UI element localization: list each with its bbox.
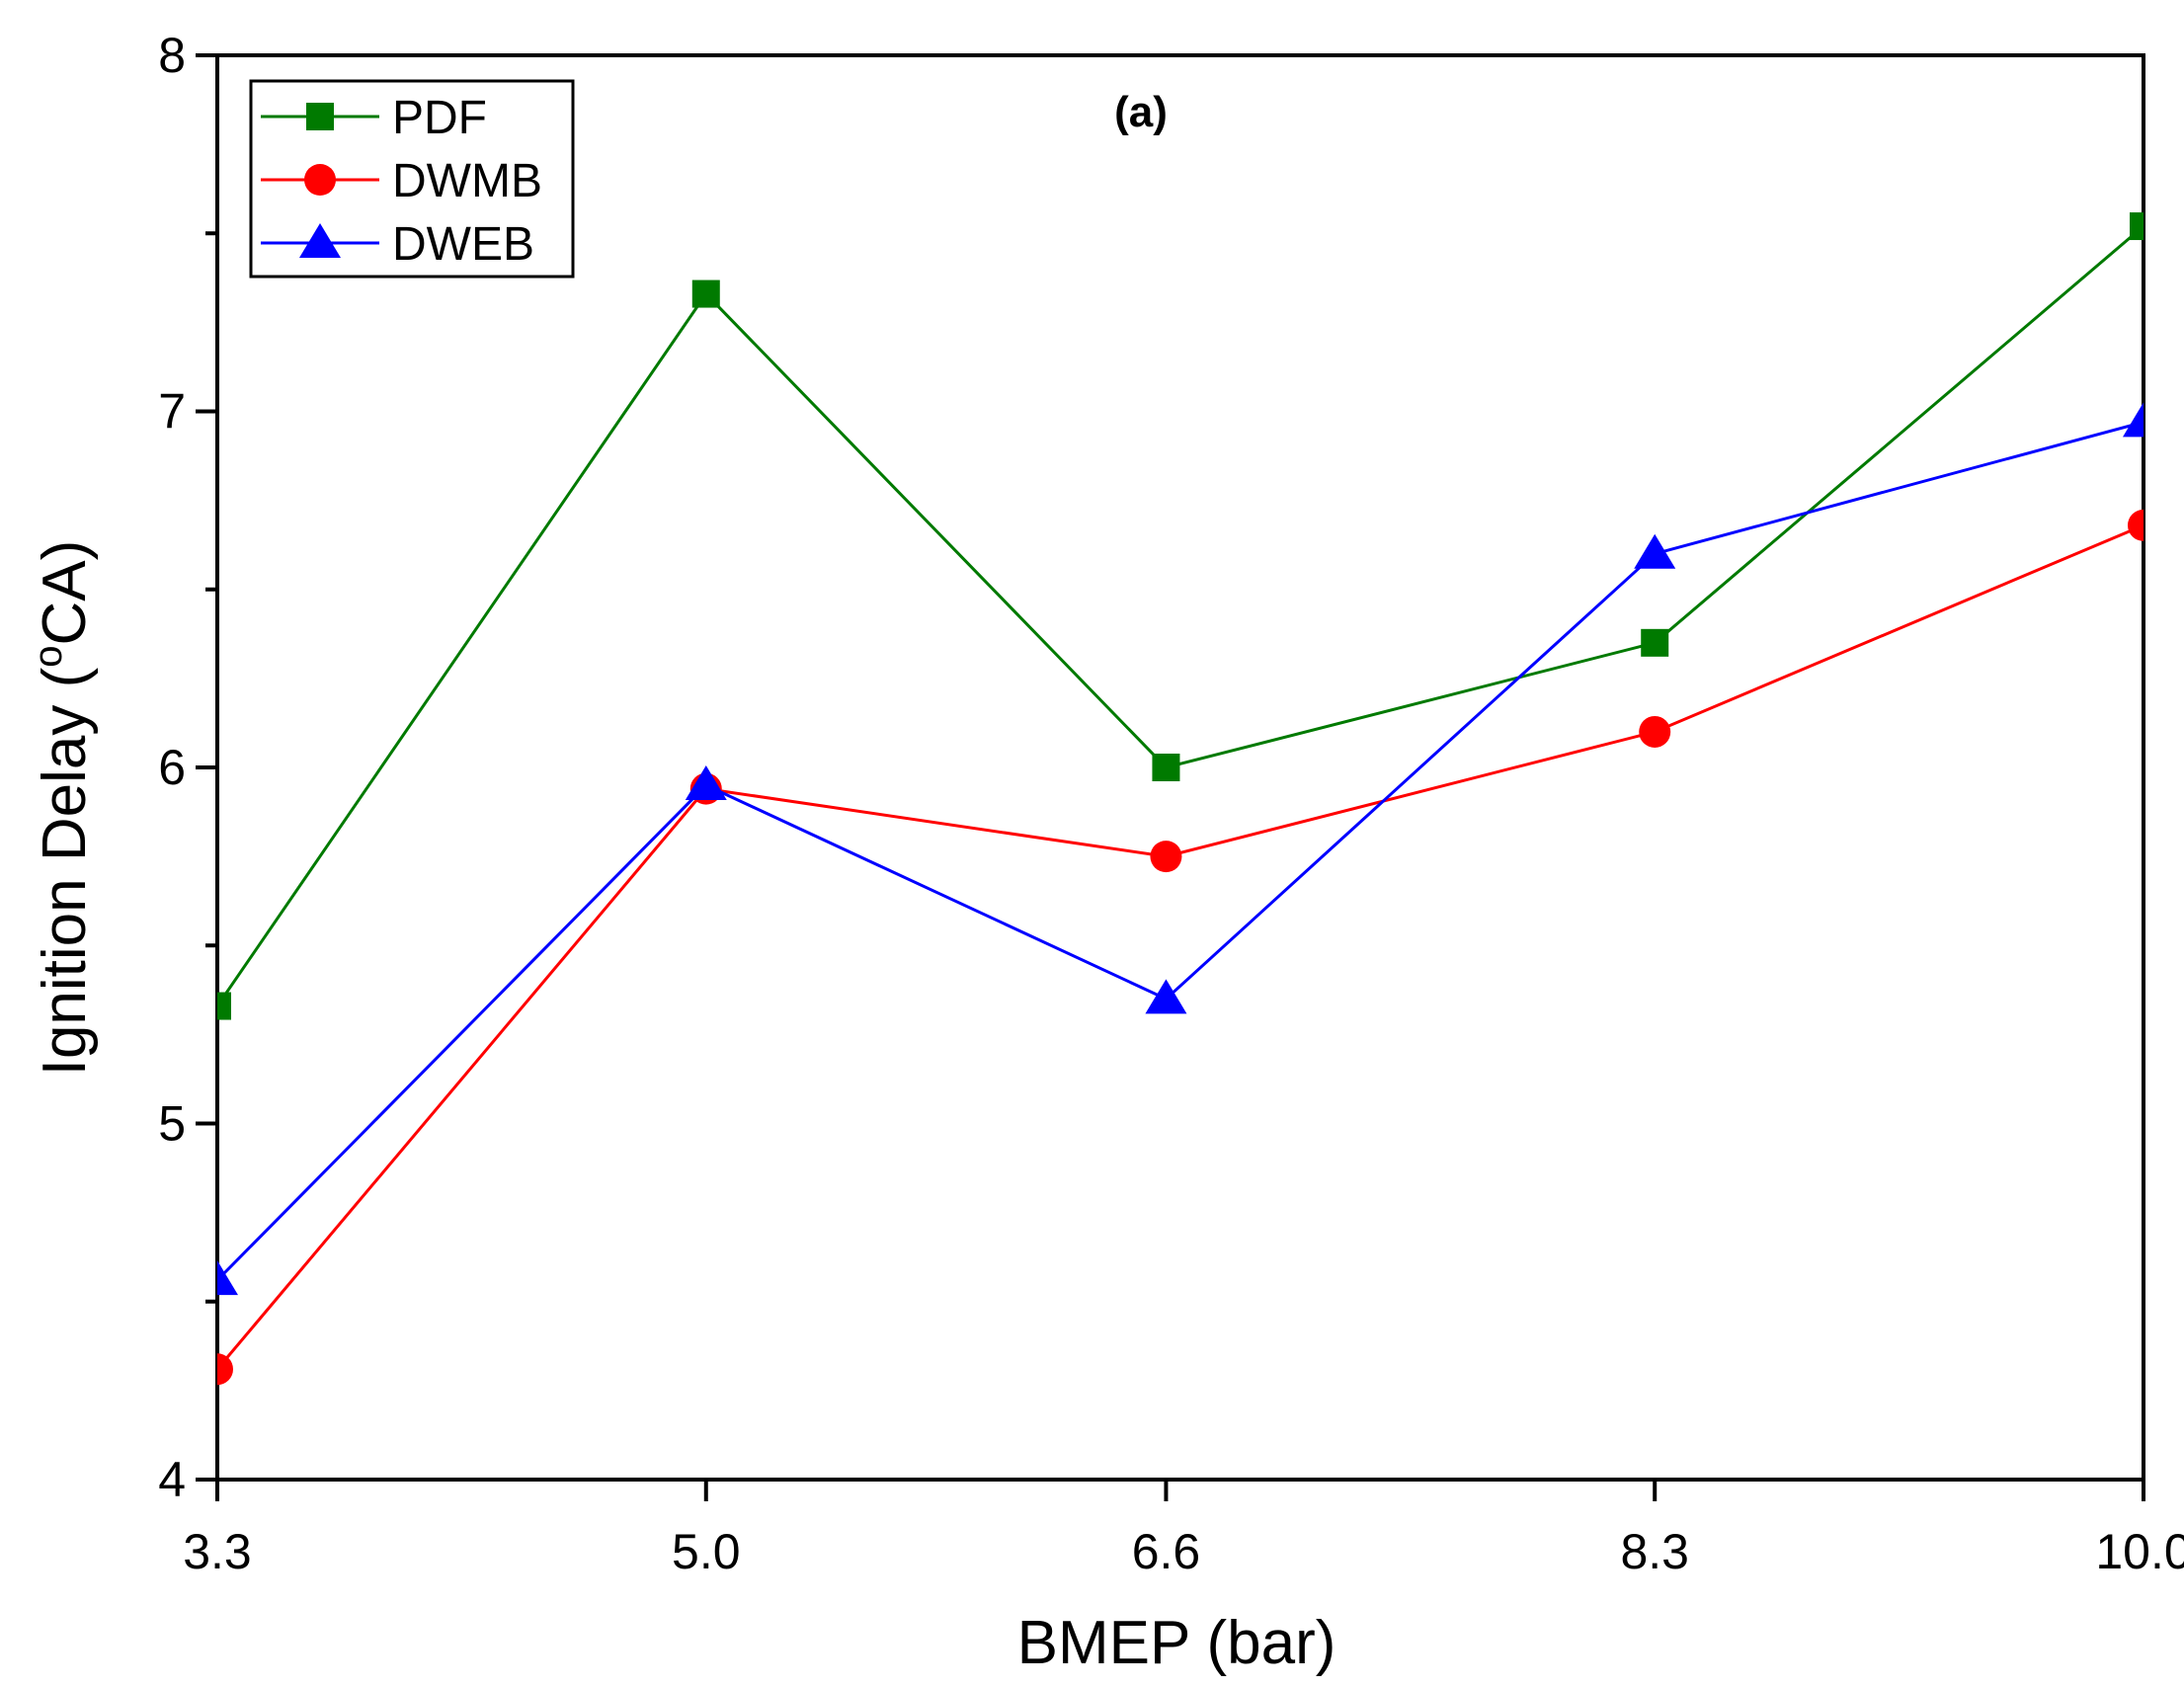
data-point-dwmb: [1150, 841, 1182, 873]
y-axis-title-main: Ignition Delay (: [31, 667, 99, 1076]
data-point-dwmb: [217, 1353, 233, 1386]
series-line-dwmb: [217, 523, 2144, 1371]
data-point-pdf: [217, 992, 231, 1020]
data-point-dwmb: [1639, 715, 1671, 748]
legend-marker-pdf: [306, 103, 334, 130]
legend-marker-dwmb: [304, 164, 336, 196]
y-tick-label: 6: [158, 740, 186, 795]
x-tick-label: 5.0: [672, 1524, 741, 1579]
x-tick-label: 10.0: [2095, 1524, 2184, 1579]
series-pdf: [217, 212, 2144, 1020]
data-point-pdf: [2130, 212, 2144, 241]
y-tick-label: 4: [158, 1452, 186, 1507]
axes-layer: [196, 53, 2145, 1501]
series-dwmb: [217, 509, 2144, 1386]
legend-marker-dweb: [299, 223, 341, 258]
y-axis-title-superscript: o: [27, 645, 70, 667]
legend: PDF DWMB DWEB: [249, 79, 575, 279]
data-point-dwmb: [2128, 509, 2144, 541]
data-point-pdf: [1641, 628, 1669, 657]
data-point-pdf: [1152, 754, 1180, 781]
data-point-dweb: [685, 765, 727, 801]
y-tick-label: 8: [158, 28, 186, 83]
series-line-pdf: [217, 224, 2144, 1007]
x-tick-label: 8.3: [1620, 1524, 1689, 1579]
y-tick-label: 7: [158, 384, 186, 440]
legend-label-dweb: DWEB: [392, 218, 534, 271]
panel-label: (a): [1114, 88, 1168, 136]
x-tick-label: 3.3: [183, 1524, 252, 1579]
data-point-dweb: [2123, 402, 2144, 438]
data-point-pdf: [691, 280, 720, 308]
x-axis-title: BMEP (bar): [1017, 1609, 1336, 1677]
labels-layer: 4 5 6 7 8 3.3 5.0 6.6 8.3 10.0: [158, 28, 2184, 1579]
y-axis-title-tail: CA): [31, 540, 99, 646]
y-axis-title: Ignition Delay (oCA): [27, 540, 99, 1077]
x-tick-label: 6.6: [1132, 1524, 1201, 1579]
legend-label-pdf: PDF: [392, 92, 487, 144]
data-point-dweb: [217, 1260, 238, 1296]
series-layer: [217, 212, 2144, 1386]
data-point-dweb: [1634, 533, 1676, 569]
legend-label-dwmb: DWMB: [392, 155, 542, 207]
y-tick-label: 5: [158, 1096, 186, 1152]
data-point-dweb: [1145, 979, 1187, 1014]
series-dweb: [217, 402, 2144, 1296]
